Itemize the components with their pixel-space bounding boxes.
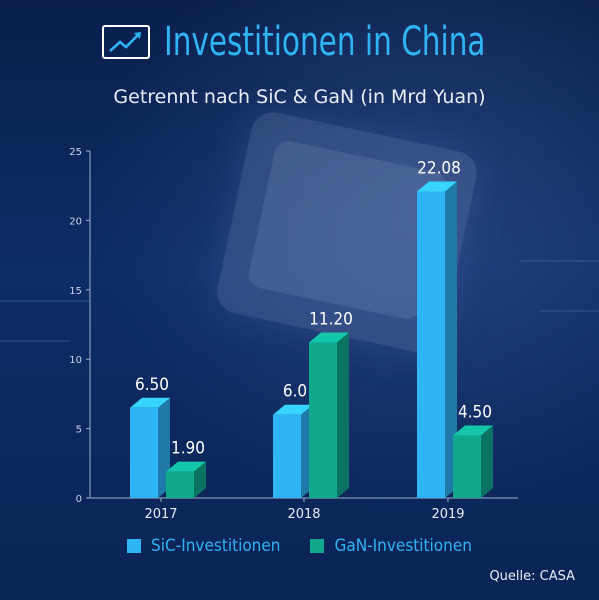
bar xyxy=(273,414,301,498)
page-subtitle: Getrennt nach SiC & GaN (in Mrd Yuan) xyxy=(113,86,486,108)
page-title: Investitionen in China xyxy=(164,19,486,65)
source-note: Quelle: CASA xyxy=(489,569,575,584)
bar-side xyxy=(194,461,206,498)
circuit-trace xyxy=(0,340,70,342)
bar-top xyxy=(453,425,493,436)
data-label: 22.08 xyxy=(417,159,461,179)
bar-top xyxy=(273,404,313,415)
data-label: 11.20 xyxy=(309,310,353,330)
legend-swatch-gan xyxy=(310,539,325,553)
x-tick-label: 2019 xyxy=(431,507,464,522)
data-label: 4.50 xyxy=(458,403,492,423)
y-tick-label: 0 xyxy=(76,494,82,505)
data-label: 6.50 xyxy=(135,375,169,395)
legend-swatch-sic xyxy=(127,539,142,553)
y-tick-label: 25 xyxy=(69,147,82,158)
header: Investitionen in China xyxy=(0,14,599,70)
y-tick-label: 5 xyxy=(76,425,82,436)
bar xyxy=(166,471,194,498)
x-tick-label: 2017 xyxy=(144,507,177,522)
bar-side xyxy=(337,332,349,498)
y-tick-label: 20 xyxy=(69,216,82,227)
bar-top xyxy=(130,397,170,408)
bar xyxy=(130,407,158,498)
y-tick-label: 15 xyxy=(69,286,82,297)
bar-side xyxy=(445,181,457,498)
legend-item-gan: GaN-Investitionen xyxy=(310,536,472,556)
bar xyxy=(417,191,445,498)
y-tick-label: 10 xyxy=(69,355,82,366)
bar xyxy=(309,342,337,498)
data-label: 6.0 xyxy=(283,382,307,402)
legend-label-gan: GaN-Investitionen xyxy=(334,536,472,556)
legend-label-sic: SiC-Investitionen xyxy=(151,536,281,556)
circuit-trace xyxy=(540,310,599,312)
legend: SiC-Investitionen GaN-Investitionen xyxy=(0,536,599,556)
circuit-trace xyxy=(0,300,90,302)
bar-top xyxy=(417,181,457,192)
bar-top xyxy=(166,461,206,472)
bar-side xyxy=(481,425,493,498)
bar xyxy=(453,435,481,498)
x-tick-label: 2018 xyxy=(287,507,320,522)
trend-chart-icon xyxy=(102,25,151,59)
legend-item-sic: SiC-Investitionen xyxy=(127,536,280,556)
bar-top xyxy=(309,332,349,343)
circuit-trace xyxy=(520,260,599,262)
data-label: 1.90 xyxy=(171,439,205,459)
